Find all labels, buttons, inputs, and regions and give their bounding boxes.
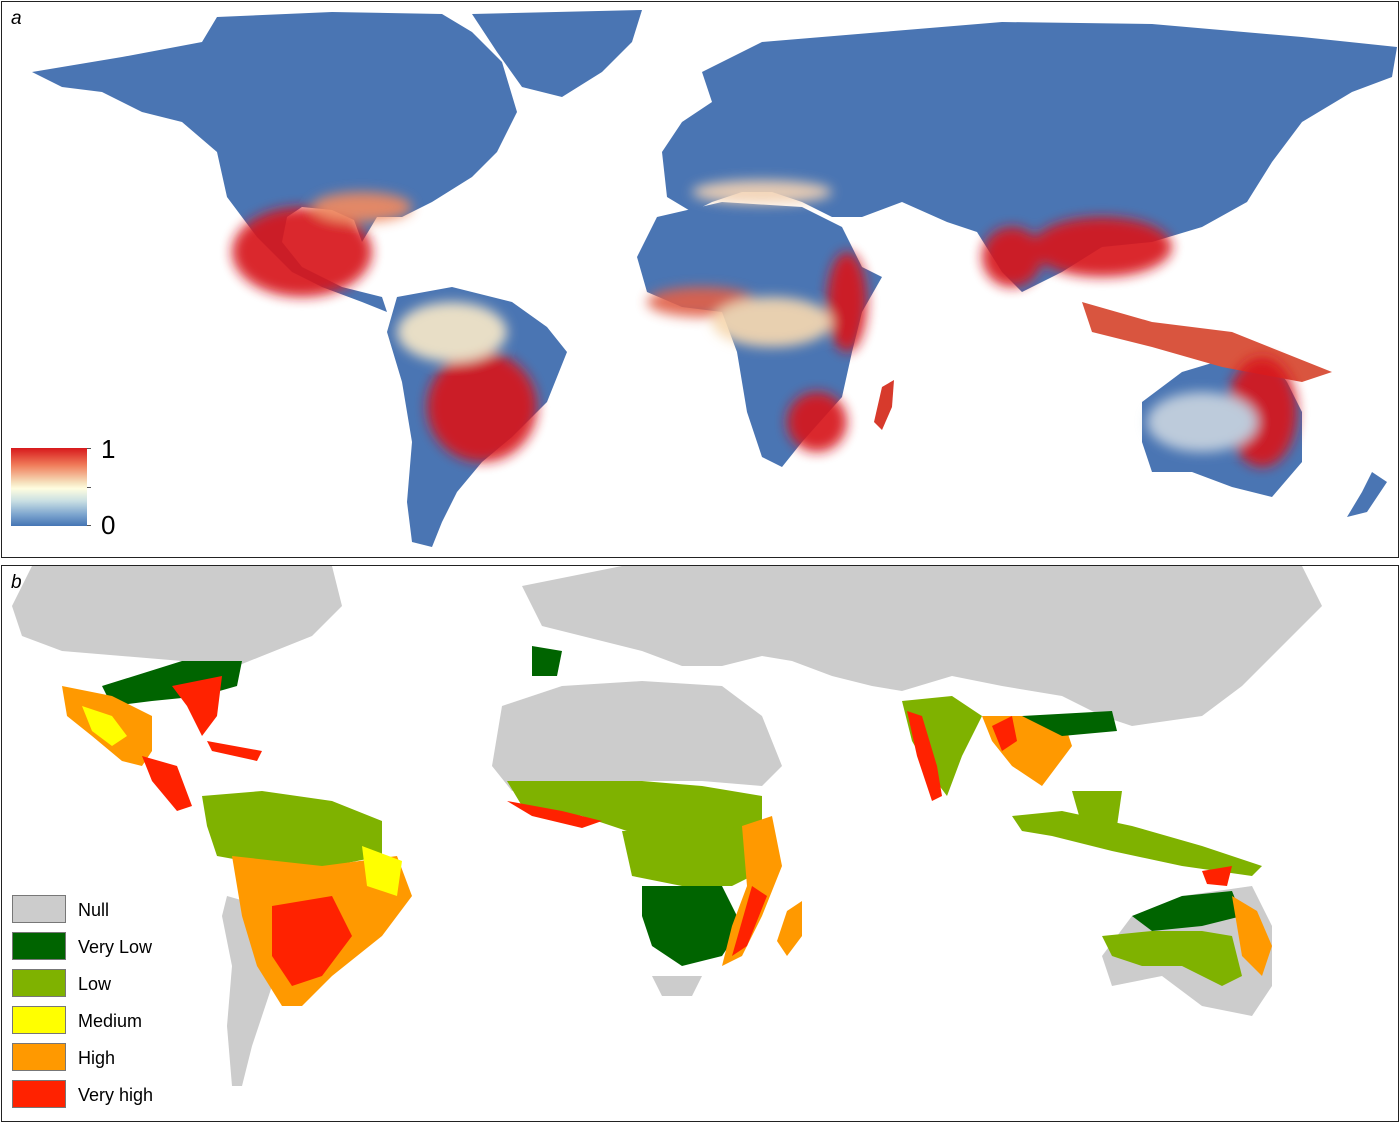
indonesia-zone [1012, 811, 1262, 876]
legend-label-very-low: Very Low [78, 937, 153, 957]
risk-zones [62, 646, 1272, 1006]
east-africa-zone [827, 252, 867, 352]
legend-swatch-high [12, 1043, 66, 1071]
panel-a-letter: a [11, 8, 22, 29]
north-america-gray [12, 566, 342, 666]
west-africa-coast-zone [507, 801, 602, 828]
new-zealand [1347, 472, 1387, 517]
legend-swatch-medium [12, 1006, 66, 1034]
panel-a: a [1, 1, 1399, 558]
legend-swatch-very-low [12, 932, 66, 960]
legend-label-very-high: Very high [78, 1085, 154, 1105]
legend-swatch-null [12, 895, 66, 923]
southern-africa-gray [652, 976, 702, 996]
colorbar-max-label: 1 [101, 434, 116, 464]
landmasses-a [32, 10, 1397, 547]
southeast-asia-red-zone [992, 716, 1017, 751]
australia-interior-zone [1147, 392, 1257, 452]
mexico-yellow-zone [82, 706, 127, 746]
legend-swatch-low [12, 969, 66, 997]
legend-label-high: High [78, 1048, 116, 1068]
legend-label-null: Null [78, 900, 110, 920]
mexico-central-america-zone [232, 207, 372, 297]
us-east-zone [102, 661, 242, 706]
madagascar-zone [777, 901, 802, 956]
high-suitability-zones [232, 180, 1297, 467]
amazon-pale-zone [397, 302, 507, 362]
colorbar-tick-mid [87, 487, 91, 488]
legend-label-low: Low [78, 974, 112, 994]
southern-africa-zone [787, 392, 847, 452]
southeast-asia-zone [1022, 711, 1117, 736]
png-zone [1202, 866, 1232, 886]
india-zone [902, 696, 982, 796]
southeast-asia-zone [1032, 217, 1172, 277]
colorbar-tick-top [87, 448, 91, 449]
panel-b: b [1, 565, 1399, 1122]
australia-low-zone [1102, 931, 1242, 986]
mediterranean-zone [692, 180, 832, 204]
eurasia-gray [522, 566, 1322, 726]
africa-north-gray [492, 681, 782, 791]
brazil-zone [427, 352, 537, 462]
greenland [472, 10, 642, 97]
us-southeast-zone [312, 192, 412, 222]
central-africa-pale-zone [712, 297, 832, 347]
caribbean-zone [207, 741, 262, 761]
central-africa-zone [622, 826, 772, 886]
india-coast-zone [907, 711, 942, 801]
north-america [32, 12, 517, 312]
borneo-zone [1072, 791, 1122, 826]
australia-east-zone [1232, 896, 1272, 976]
amazon-zone [202, 791, 382, 866]
risk-class-map [12, 566, 1322, 1086]
colorbar [11, 448, 87, 526]
us-southeast-zone [172, 676, 222, 736]
brazil-very-high-zone [272, 896, 352, 986]
panel-b-letter: b [11, 572, 22, 593]
eurasia [662, 22, 1397, 292]
suitability-map [32, 10, 1397, 547]
mediterranean-zone [532, 646, 562, 676]
legend-swatch-very-high [12, 1080, 66, 1108]
india-zone [982, 227, 1042, 287]
legend-label-medium: Medium [78, 1011, 143, 1031]
southern-africa-zone [642, 886, 742, 966]
colorbar-min-label: 0 [101, 510, 116, 540]
east-africa-coast-zone [732, 886, 767, 956]
madagascar [874, 380, 894, 430]
australia-north-zone [1132, 891, 1242, 931]
colorbar-tick-bottom [87, 525, 91, 526]
central-america-zone [142, 756, 192, 811]
brazil-coast-yellow-zone [362, 846, 402, 896]
